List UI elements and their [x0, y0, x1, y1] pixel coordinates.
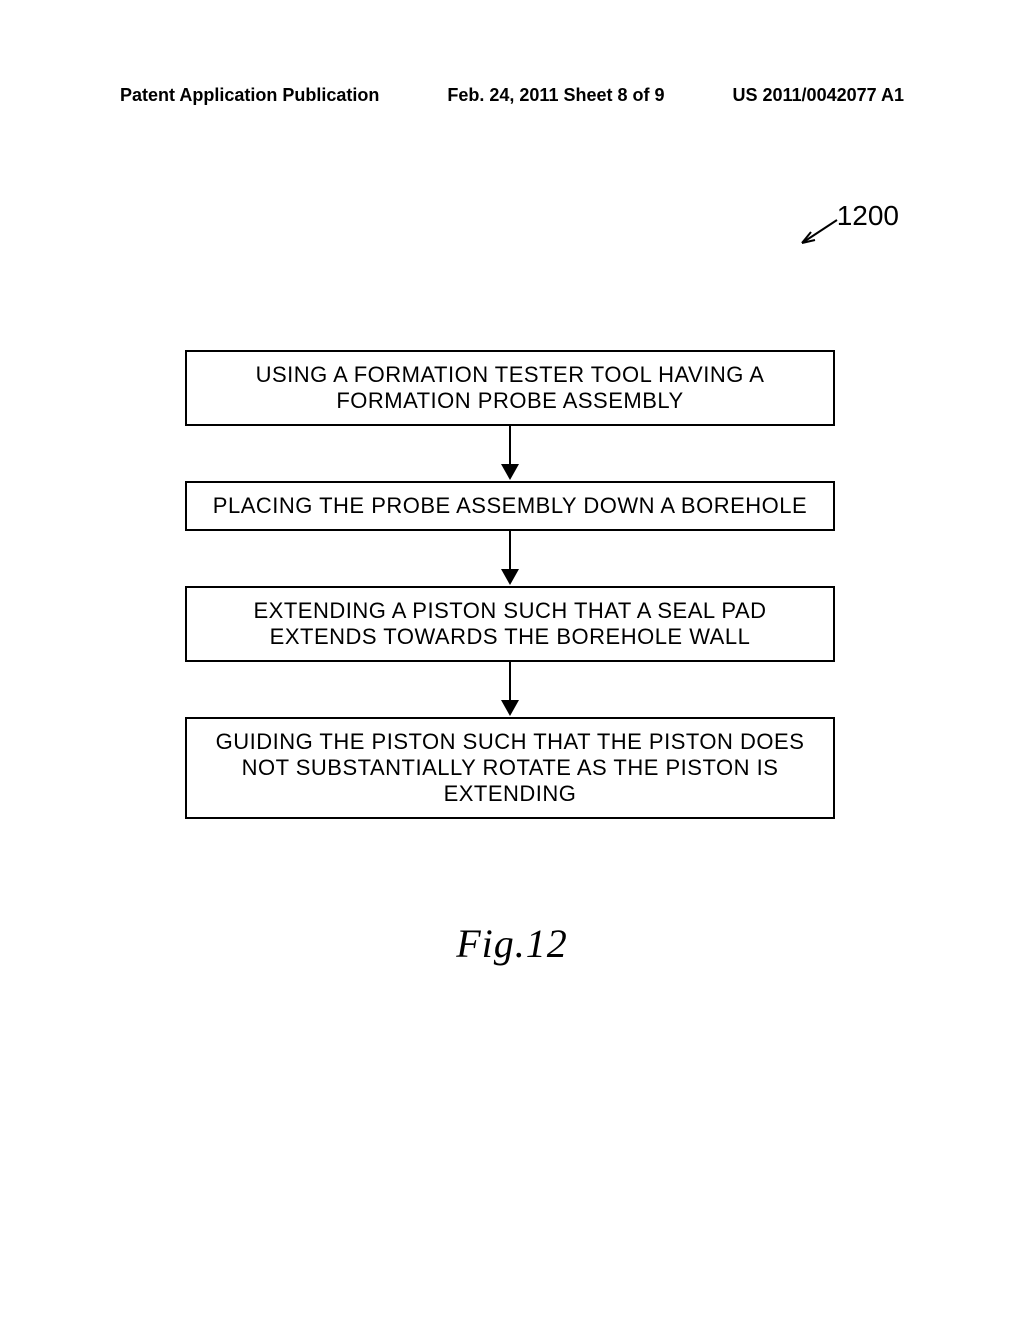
flow-step-4: GUIDING THE PISTON SUCH THAT THE PISTON …: [185, 717, 835, 819]
header-center: Feb. 24, 2011 Sheet 8 of 9: [447, 85, 664, 106]
flow-step-1-line-2: FORMATION PROBE ASSEMBLY: [207, 388, 813, 414]
flow-step-4-line-2: NOT SUBSTANTIALLY ROTATE AS THE PISTON I…: [207, 755, 813, 807]
reference-leader-line: [797, 218, 842, 248]
header-left: Patent Application Publication: [120, 85, 379, 106]
flow-step-1: USING A FORMATION TESTER TOOL HAVING A F…: [185, 350, 835, 426]
flowchart: USING A FORMATION TESTER TOOL HAVING A F…: [185, 350, 835, 819]
reference-number: 1200: [837, 200, 899, 232]
figure-label: Fig.12: [0, 920, 1024, 967]
flow-step-2-line-1: PLACING THE PROBE ASSEMBLY DOWN A BOREHO…: [207, 493, 813, 519]
flow-step-3-line-2: EXTENDS TOWARDS THE BOREHOLE WALL: [207, 624, 813, 650]
flow-step-4-line-1: GUIDING THE PISTON SUCH THAT THE PISTON …: [207, 729, 813, 755]
flow-arrow-1: [185, 426, 835, 481]
flow-step-3-line-1: EXTENDING A PISTON SUCH THAT A SEAL PAD: [207, 598, 813, 624]
flow-step-1-line-1: USING A FORMATION TESTER TOOL HAVING A: [207, 362, 813, 388]
flow-step-2: PLACING THE PROBE ASSEMBLY DOWN A BOREHO…: [185, 481, 835, 531]
header-right: US 2011/0042077 A1: [733, 85, 904, 106]
flow-arrow-3: [185, 662, 835, 717]
flow-step-3: EXTENDING A PISTON SUCH THAT A SEAL PAD …: [185, 586, 835, 662]
page-header: Patent Application Publication Feb. 24, …: [0, 85, 1024, 106]
flow-arrow-2: [185, 531, 835, 586]
